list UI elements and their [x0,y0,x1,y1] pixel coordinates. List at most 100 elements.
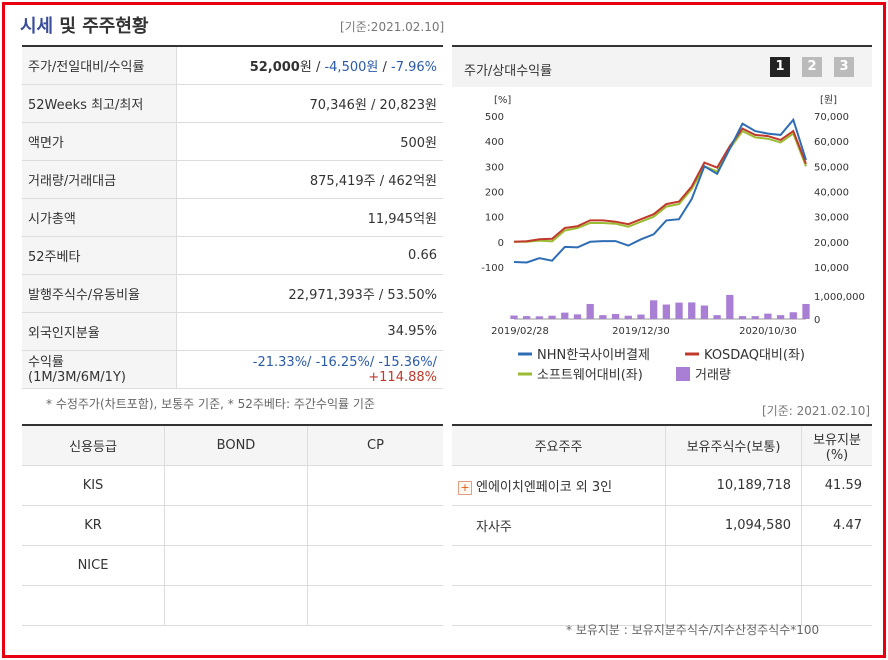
legend-label: NHN한국사이버결제 [537,348,650,363]
credit-bond [164,545,308,586]
table-row: + 엔에이치엔페이코 외 3인 10,189,718 41.59 [452,465,872,506]
beta-value: 0.66 [176,236,443,275]
volume-bar [713,315,721,319]
credit-rating-table: 신용등급 BOND CP KIS KR NICE [22,424,443,626]
left-tick-label: 400 [485,137,504,148]
x-tick-label: 2019/02/28 [491,326,549,337]
return-6m: -15.36%/ [374,354,437,370]
credit-header-cp: CP [307,425,443,466]
legend-swatch [676,367,690,381]
volume-bar [802,303,810,319]
table-row [22,585,443,626]
major-shareholders-table: 주요주주 보유주식수(보통) 보유지분(%) + 엔에이치엔페이코 외 3인 10… [452,424,872,626]
volume-bar [650,300,658,319]
left-axis-unit: [%] [494,95,511,106]
stats-row-volume: 거래량/거래대금 875,419주 / 462억원 [22,160,443,199]
volume-bar [523,316,531,319]
mcap-label: 시가총액 [22,198,177,237]
volume-bar [548,315,556,319]
volume-bar [764,313,772,319]
table-row [452,545,872,586]
return-1y: +114.88% [368,369,437,385]
chart-header: 주가/상대수익률 1 2 3 [452,45,872,87]
right-tick-label: 10,000 [814,263,849,274]
holder-pct: 4.47 [801,505,872,546]
chart-tab-3[interactable]: 3 [834,57,854,77]
volume-bar [738,316,747,319]
left-tick-label: 0 [498,238,504,249]
table-row: 자사주 1,094,580 4.47 [452,505,872,546]
volume-bar [726,294,734,319]
volume-bar [776,315,785,319]
credit-header-bond: BOND [164,425,308,466]
right-tick-label: 30,000 [814,213,849,224]
credit-agency [22,585,165,626]
chart-base-date: [기준: 2021.02.10] [762,404,871,418]
holder-shares: 1,094,580 [665,505,802,546]
table-row [452,585,872,626]
volume-bar [561,312,569,319]
volume-bar [789,312,797,319]
credit-agency: KIS [22,465,165,506]
table-row: NICE [22,545,443,586]
series-line-2 [513,127,807,243]
price-value: 52,000 [249,60,300,75]
return-label-sub: (1M/3M/6M/1Y) [28,369,126,385]
credit-header-row: 신용등급 BOND CP [22,425,443,466]
stats-row-price: 주가/전일대비/수익률 52,000원 / -4,500원 / -7.96% [22,46,443,85]
foreign-value: 34.95% [176,312,443,351]
shares-value: 22,971,393주 / 53.50% [176,274,443,313]
credit-cp [307,585,443,626]
volume-bar [637,314,645,319]
credit-agency: NICE [22,545,165,586]
price-value-cell: 52,000원 / -4,500원 / -7.96% [176,46,443,85]
return-3m: -16.25%/ [311,354,375,370]
holder-name: 자사주 [452,505,666,546]
holder-name[interactable]: 엔에이치엔페이코 외 3인 [476,480,613,495]
volume-bar [611,313,620,319]
holders-header-name: 주요주주 [452,425,666,466]
volume-bar [586,303,594,319]
chart-tab-2[interactable]: 2 [802,57,822,77]
credit-cp [307,465,443,506]
left-tick-label: 500 [485,112,504,123]
chart-tab-1[interactable]: 1 [770,57,790,77]
title-part-1: 시세 [20,16,54,37]
credit-cp [307,545,443,586]
return-value-cell: -21.33%/ -16.25%/ -15.36%/ +114.88% [176,350,443,389]
volume-bar [675,302,683,319]
right-tick-label: 40,000 [814,188,849,199]
stats-row-beta: 52주베타 0.66 [22,236,443,275]
sep: / [378,60,391,75]
left-tick-label: -100 [481,263,504,274]
page-title: 시세 및 주주현황 [20,12,148,38]
holders-header-pct: 보유지분(%) [801,425,872,466]
volume-bar [688,302,696,319]
holder-shares [665,545,802,586]
expand-plus-icon[interactable]: + [458,480,472,495]
x-tick-label: 2020/10/30 [739,326,797,337]
stats-row-return: 수익률 (1M/3M/6M/1Y) -21.33%/ -16.25%/ -15.3… [22,350,443,389]
volume-tick-label: 0 [814,315,820,326]
credit-agency: KR [22,505,165,546]
holder-shares [665,585,802,626]
right-tick-label: 50,000 [814,162,849,173]
price-label: 주가/전일대비/수익률 [22,46,177,85]
volume-tick-label: 1,000,000 [814,292,865,303]
legend-label: 소프트웨어대비(좌) [537,368,643,383]
stats-row-face: 액면가 500원 [22,122,443,161]
x-tick-label: 2019/12/30 [612,326,670,337]
volume-bar [624,315,632,319]
stats-row-mcap: 시가총액 11,945억원 [22,198,443,237]
stats-row-52weeks: 52Weeks 최고/최저 70,346원 / 20,823원 [22,84,443,123]
weeks52-value: 70,346원 / 20,823원 [176,84,443,123]
credit-bond [164,465,308,506]
chart-title: 주가/상대수익률 [464,64,553,79]
credit-bond [164,585,308,626]
holder-pct [801,585,872,626]
volume-value: 875,419주 / 462억원 [176,160,443,199]
left-tick-label: 200 [485,188,504,199]
credit-header-rating: 신용등급 [22,425,165,466]
shares-label: 발행주식수/유동비율 [22,274,177,313]
left-tick-label: 300 [485,162,504,173]
